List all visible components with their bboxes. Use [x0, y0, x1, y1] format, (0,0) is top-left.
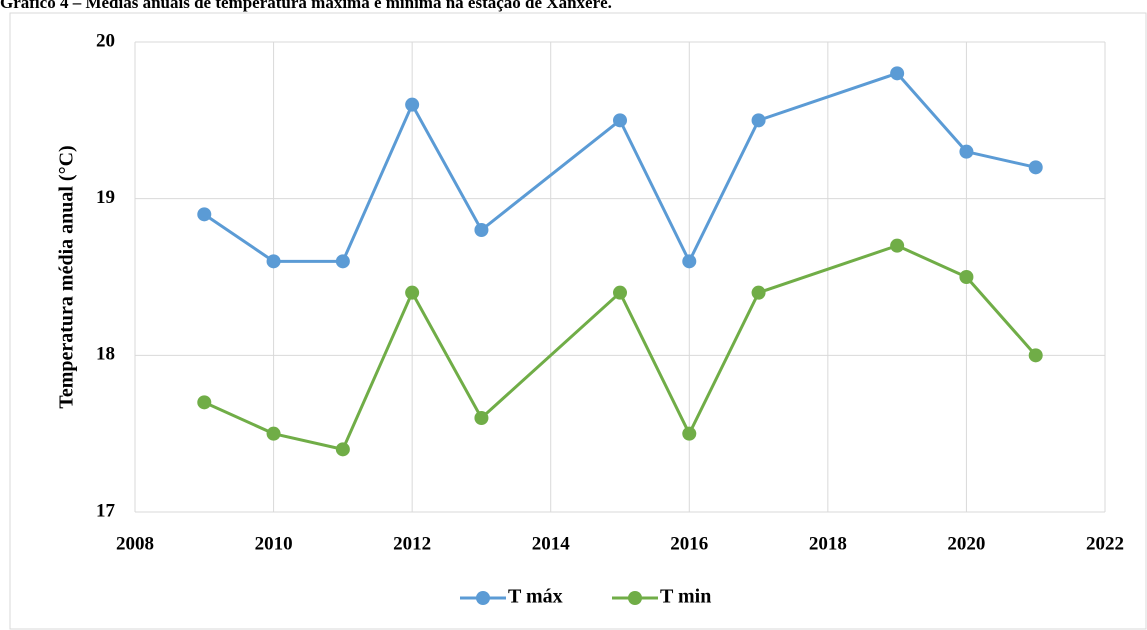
data-point: [405, 97, 420, 112]
x-tick-label: 2012: [393, 533, 431, 554]
y-tick-label: 18: [96, 344, 115, 365]
data-point: [266, 426, 281, 441]
data-point: [613, 113, 627, 128]
data-point: [197, 207, 212, 222]
y-axis-label: Temperatura média anual (°C): [56, 145, 78, 408]
chart-border: [9, 12, 1147, 630]
data-point: [751, 113, 766, 128]
data-point: [959, 270, 974, 284]
x-tick-label: 2014: [532, 533, 571, 554]
x-tick-label: 2020: [947, 533, 985, 554]
legend-label: T min: [660, 586, 711, 608]
data-point: [682, 426, 697, 441]
x-tick-label: 2010: [255, 533, 293, 554]
legend-marker: [476, 591, 490, 605]
data-point: [890, 238, 905, 253]
data-point: [197, 395, 212, 410]
data-point: [335, 254, 350, 269]
data-point: [613, 285, 627, 300]
data-point: [474, 411, 489, 425]
x-tick-label: 2018: [809, 533, 847, 554]
chart-title: Gráfico 4 – Médias anuais de temperatura…: [0, 0, 612, 12]
y-tick-label: 19: [96, 187, 115, 208]
legend-label: T máx: [508, 586, 563, 608]
y-tick-label: 20: [96, 30, 115, 51]
data-point: [474, 223, 489, 237]
data-point: [890, 66, 905, 81]
data-point: [1028, 160, 1043, 175]
x-tick-label: 2022: [1086, 533, 1124, 554]
data-point: [959, 144, 974, 159]
data-point: [682, 254, 697, 269]
data-point: [405, 285, 420, 300]
data-point: [335, 442, 350, 457]
x-tick-label: 2008: [116, 533, 154, 554]
data-point: [1028, 348, 1043, 363]
data-point: [266, 254, 281, 269]
y-tick-label: 17: [96, 500, 116, 521]
data-point: [751, 285, 766, 300]
legend-marker: [628, 591, 642, 605]
x-tick-label: 2016: [670, 533, 708, 554]
